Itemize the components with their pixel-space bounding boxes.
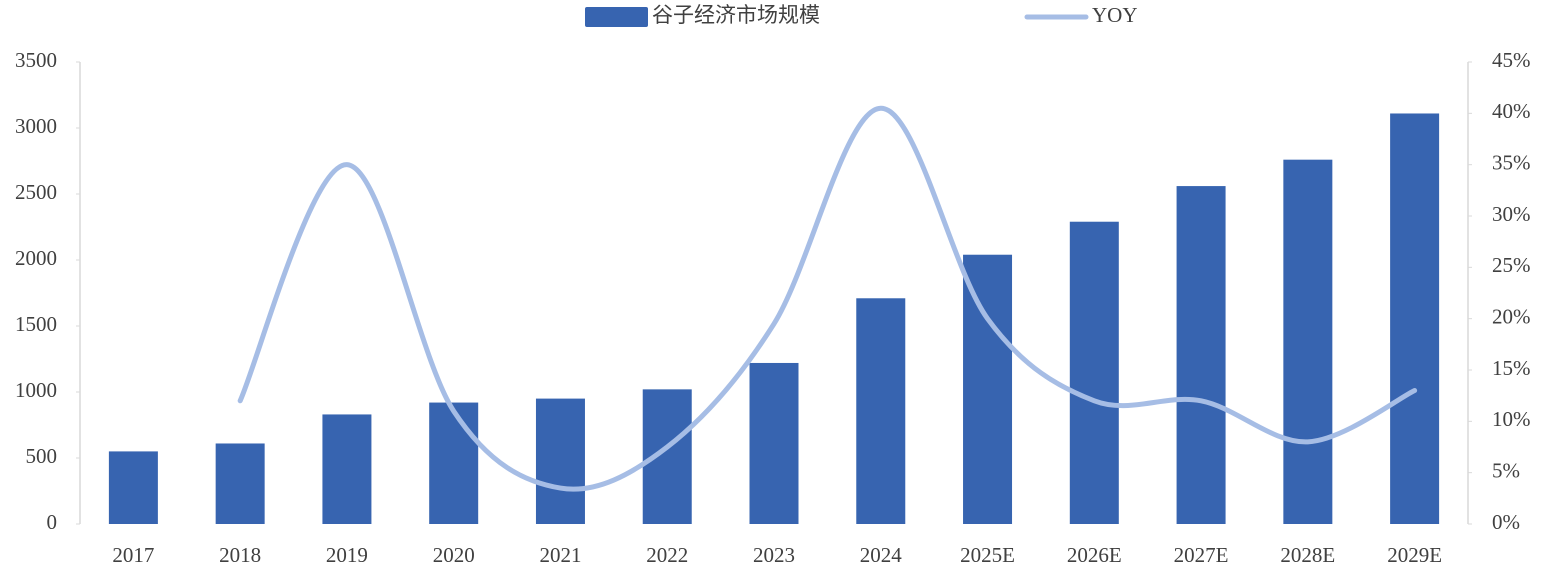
y2-tick-label: 40% — [1492, 99, 1531, 123]
y2-tick-label: 15% — [1492, 356, 1531, 380]
x-tick-label: 2023 — [753, 543, 795, 567]
x-tick-label: 2024 — [860, 543, 903, 567]
y2-tick-label: 10% — [1492, 407, 1531, 431]
y-tick-label: 2000 — [15, 246, 57, 270]
bar — [108, 451, 158, 524]
bar — [1283, 159, 1333, 524]
bar — [963, 254, 1013, 524]
legend-label: 谷子经济市场规模 — [652, 3, 820, 27]
x-tick-label: 2026E — [1067, 543, 1122, 567]
bar — [1176, 186, 1226, 524]
y-tick-label: 500 — [26, 444, 58, 468]
line-series — [237, 105, 1418, 492]
y2-tick-label: 35% — [1492, 150, 1531, 174]
bar — [429, 402, 479, 524]
bar — [215, 443, 265, 524]
x-tick-label: 2029E — [1387, 543, 1442, 567]
bar — [749, 362, 799, 524]
x-tick-label: 2022 — [646, 543, 688, 567]
bar — [856, 298, 906, 524]
x-tick-label: 2027E — [1174, 543, 1229, 567]
y2-tick-label: 25% — [1492, 253, 1531, 277]
legend-swatch — [585, 7, 648, 27]
y2-tick-label: 20% — [1492, 304, 1531, 328]
x-tick-label: 2028E — [1280, 543, 1335, 567]
y-tick-label: 3500 — [15, 48, 57, 72]
y-tick-label: 2500 — [15, 180, 57, 204]
bar — [535, 398, 585, 524]
y-tick-label: 1500 — [15, 312, 57, 336]
y2-tick-label: 0% — [1492, 510, 1520, 534]
x-tick-label: 2021 — [539, 543, 581, 567]
bar — [1069, 221, 1119, 524]
y-tick-label: 0 — [47, 510, 58, 534]
y-tick-label: 1000 — [15, 378, 57, 402]
x-tick-label: 2020 — [433, 543, 475, 567]
y-tick-label: 3000 — [15, 114, 57, 138]
legend-label: YOY — [1092, 3, 1138, 27]
x-tick-label: 2025E — [960, 543, 1015, 567]
y2-tick-label: 45% — [1492, 48, 1531, 72]
x-tick-label: 2017 — [112, 543, 154, 567]
y2-tick-label: 30% — [1492, 202, 1531, 226]
x-tick-label: 2018 — [219, 543, 261, 567]
x-tick-label: 2019 — [326, 543, 368, 567]
bar — [322, 414, 372, 524]
y2-tick-label: 5% — [1492, 458, 1520, 482]
bar — [1390, 113, 1440, 524]
